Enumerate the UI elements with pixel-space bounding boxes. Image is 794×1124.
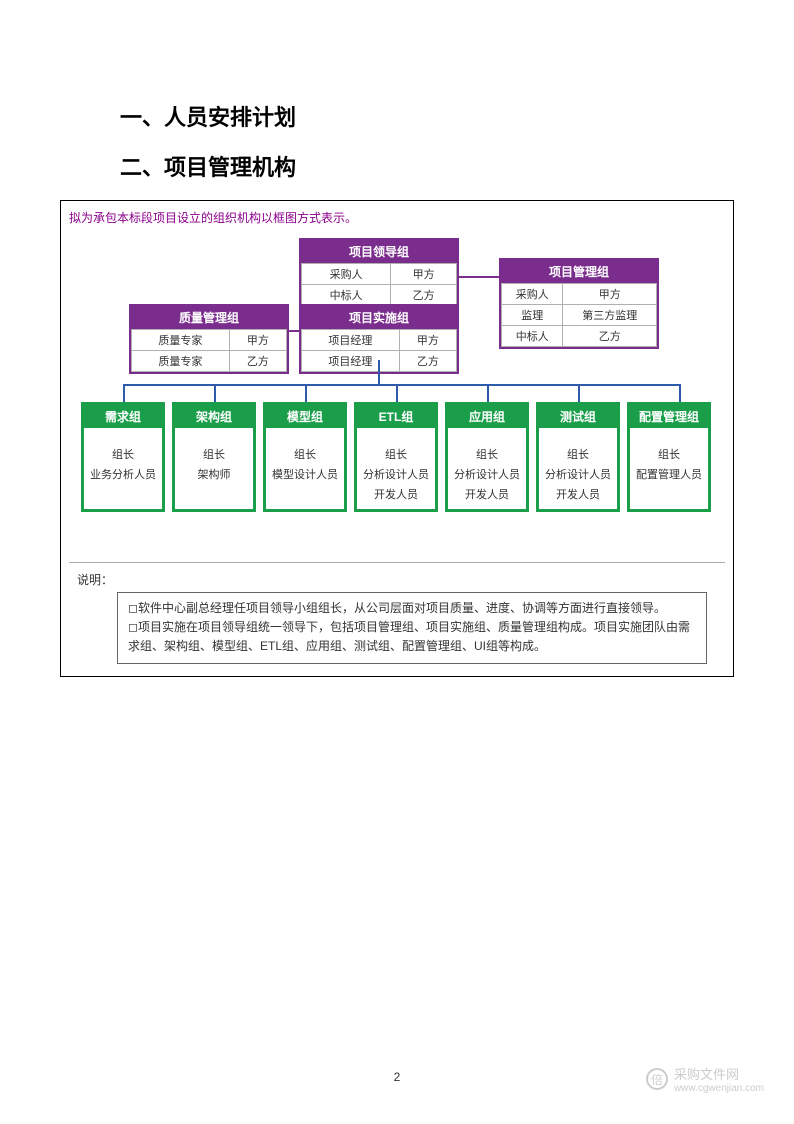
team-group-title: 模型组 [266, 405, 344, 428]
team-group-title: 需求组 [84, 405, 162, 428]
team-group-body: 组长配置管理人员 [630, 428, 708, 504]
description-label: 说明： [77, 571, 717, 588]
blue-drop [487, 384, 489, 402]
heading-1: 一、人员安排计划 [60, 100, 734, 132]
team-group-title: 测试组 [539, 405, 617, 428]
heading-2: 二、项目管理机构 [60, 150, 734, 182]
blue-drop [679, 384, 681, 402]
team-group-box: 需求组组长业务分析人员 [81, 402, 165, 512]
leadership-table: 采购人甲方 中标人乙方 [301, 263, 457, 306]
team-group-title: 配置管理组 [630, 405, 708, 428]
team-group-body: 组长分析设计人员开发人员 [448, 428, 526, 523]
leadership-title: 项目领导组 [301, 240, 457, 263]
management-title: 项目管理组 [501, 260, 657, 283]
management-table: 采购人甲方 监理第三方监理 中标人乙方 [501, 283, 657, 347]
team-group-title: 架构组 [175, 405, 253, 428]
blue-drop [123, 384, 125, 402]
org-chart: 项目领导组 采购人甲方 中标人乙方 项目管理组 采购人甲方 监理第三方监理 中标… [69, 232, 725, 552]
watermark-name: 采购文件网 [674, 1067, 739, 1082]
blue-connector-horizontal [123, 384, 681, 386]
team-group-box: 应用组组长分析设计人员开发人员 [445, 402, 529, 512]
org-diagram-container: 拟为承包本标段项目设立的组织机构以框图方式表示。 项目领导组 采购人甲方 中标人… [60, 200, 734, 677]
description-section: 说明： ◻软件中心副总经理任项目领导小组组长，从公司层面对项目质量、进度、协调等… [69, 562, 725, 676]
team-group-title: ETL组 [357, 405, 435, 428]
blue-drop [214, 384, 216, 402]
diagram-intro-text: 拟为承包本标段项目设立的组织机构以框图方式表示。 [69, 209, 725, 226]
connector [459, 276, 499, 278]
quality-group-box: 质量管理组 质量专家甲方 质量专家乙方 [129, 304, 289, 374]
description-item: ◻软件中心副总经理任项目领导小组组长，从公司层面对项目质量、进度、协调等方面进行… [128, 599, 696, 618]
team-group-box: 架构组组长架构师 [172, 402, 256, 512]
connector [289, 330, 299, 332]
team-group-body: 组长业务分析人员 [84, 428, 162, 504]
team-group-body: 组长架构师 [175, 428, 253, 504]
team-group-body: 组长模型设计人员 [266, 428, 344, 504]
description-box: ◻软件中心副总经理任项目领导小组组长，从公司层面对项目质量、进度、协调等方面进行… [117, 592, 707, 664]
quality-title: 质量管理组 [131, 306, 287, 329]
watermark: 倍 采购文件网 www.cgwenjian.com [646, 1064, 764, 1094]
quality-table: 质量专家甲方 质量专家乙方 [131, 329, 287, 372]
blue-drop [305, 384, 307, 402]
leadership-group-box: 项目领导组 采购人甲方 中标人乙方 [299, 238, 459, 308]
blue-drop [578, 384, 580, 402]
team-group-box: 模型组组长模型设计人员 [263, 402, 347, 512]
team-group-title: 应用组 [448, 405, 526, 428]
description-item: ◻项目实施在项目领导组统一领导下，包括项目管理组、项目实施组、质量管理组构成。项… [128, 618, 696, 656]
blue-drop [396, 384, 398, 402]
team-group-box: 测试组组长分析设计人员开发人员 [536, 402, 620, 512]
team-group-body: 组长分析设计人员开发人员 [539, 428, 617, 523]
management-group-box: 项目管理组 采购人甲方 监理第三方监理 中标人乙方 [499, 258, 659, 349]
team-group-box: ETL组组长分析设计人员开发人员 [354, 402, 438, 512]
implementation-title: 项目实施组 [301, 306, 457, 329]
watermark-icon: 倍 [646, 1068, 668, 1090]
team-group-body: 组长分析设计人员开发人员 [357, 428, 435, 523]
watermark-url: www.cgwenjian.com [674, 1083, 764, 1094]
blue-connector-vertical [378, 360, 380, 384]
team-group-box: 配置管理组组长配置管理人员 [627, 402, 711, 512]
